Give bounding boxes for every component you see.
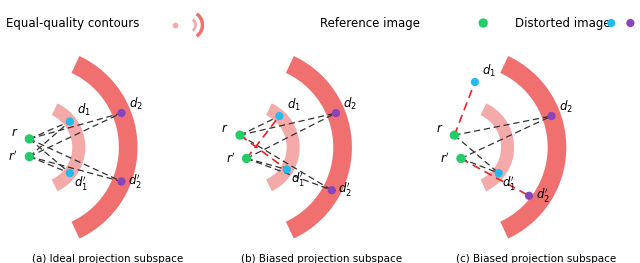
Point xyxy=(547,114,557,118)
Text: $d_1$: $d_1$ xyxy=(483,63,497,79)
Text: (c) Biased projection subspace: (c) Biased projection subspace xyxy=(456,254,616,263)
Point xyxy=(282,168,292,172)
Polygon shape xyxy=(500,56,566,239)
Text: $d_2'$: $d_2'$ xyxy=(536,186,549,204)
Text: $r'$: $r'$ xyxy=(440,152,450,166)
Text: $d_1'$: $d_1'$ xyxy=(291,170,305,188)
Text: Reference image: Reference image xyxy=(320,17,420,29)
Polygon shape xyxy=(52,103,85,191)
Point xyxy=(116,111,127,115)
Text: $r$: $r$ xyxy=(436,122,444,135)
Point xyxy=(493,171,504,175)
Text: $r'$: $r'$ xyxy=(8,150,18,164)
Text: $d_2'$: $d_2'$ xyxy=(339,180,352,199)
Point xyxy=(456,156,466,161)
Polygon shape xyxy=(266,103,300,191)
Polygon shape xyxy=(72,56,138,239)
Point xyxy=(331,111,341,115)
Polygon shape xyxy=(196,12,204,38)
Polygon shape xyxy=(481,103,514,191)
Point xyxy=(449,133,460,137)
Point xyxy=(170,23,180,27)
Polygon shape xyxy=(286,56,352,239)
Point xyxy=(0,21,6,25)
Text: $d_2$: $d_2$ xyxy=(559,99,573,115)
Point xyxy=(0,21,6,25)
Polygon shape xyxy=(192,18,197,32)
Point xyxy=(116,179,127,184)
Text: (b) Biased projection subspace: (b) Biased projection subspace xyxy=(241,254,402,263)
Text: Equal-quality contours: Equal-quality contours xyxy=(6,17,140,29)
Text: $d_1$: $d_1$ xyxy=(77,102,92,118)
Point xyxy=(470,80,480,84)
Point xyxy=(524,194,534,198)
Point xyxy=(65,119,75,124)
Text: $d_2$: $d_2$ xyxy=(129,96,143,113)
Text: $d_2'$: $d_2'$ xyxy=(128,172,142,190)
Text: $d_1'$: $d_1'$ xyxy=(74,174,88,192)
Point xyxy=(24,154,35,159)
Point xyxy=(274,114,284,118)
Text: $d_2$: $d_2$ xyxy=(344,96,357,113)
Text: (a) Ideal projection subspace: (a) Ideal projection subspace xyxy=(31,254,183,263)
Point xyxy=(65,171,75,175)
Text: $r$: $r$ xyxy=(221,122,229,135)
Point xyxy=(24,137,35,141)
Text: $d_1'$: $d_1'$ xyxy=(502,174,516,192)
Point xyxy=(241,156,252,161)
Text: $r$: $r$ xyxy=(11,126,18,139)
Point xyxy=(327,188,337,192)
Text: Distorted image: Distorted image xyxy=(515,17,611,29)
Text: $r'$: $r'$ xyxy=(226,152,236,166)
Text: $d_1$: $d_1$ xyxy=(287,97,301,113)
Point xyxy=(235,133,245,137)
Point xyxy=(0,21,6,25)
